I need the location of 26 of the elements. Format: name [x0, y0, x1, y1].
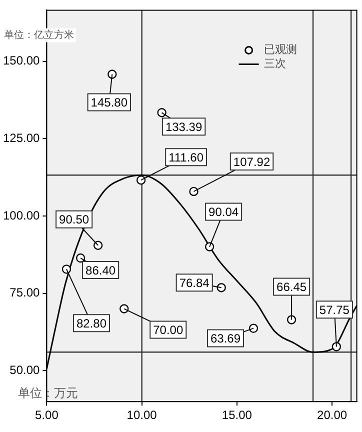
data-label: 145.80	[90, 96, 128, 110]
y-tick-label: 50.00	[10, 362, 40, 377]
data-label: 70.00	[153, 323, 184, 338]
data-label: 57.75	[319, 302, 350, 317]
data-label: 63.69	[210, 332, 241, 346]
data-label: 76.84	[179, 276, 210, 290]
y-tick-label: 150.00	[3, 54, 40, 68]
data-label: 133.39	[165, 120, 202, 134]
x-axis-title: 单位：万元	[18, 386, 78, 400]
data-label: 66.45	[276, 280, 307, 294]
legend-label: 三次	[264, 58, 286, 70]
data-label: 82.80	[76, 316, 107, 330]
x-tick-label: 15.00	[222, 408, 252, 422]
data-label: 86.40	[86, 263, 116, 278]
legend-label: 已观测	[264, 44, 297, 56]
y-tick-label: 125.00	[3, 130, 40, 145]
x-tick-label: 5.00	[35, 408, 59, 422]
data-label: 107.92	[233, 154, 270, 169]
data-label: 111.60	[168, 150, 204, 164]
y-axis-title: 单位：亿立方米	[4, 28, 74, 41]
x-tick-label: 20.00	[317, 408, 348, 422]
y-tick-label: 100.00	[3, 208, 40, 222]
data-label: 90.04	[208, 205, 239, 220]
y-tick-label: 75.00	[10, 286, 40, 300]
data-label: 90.50	[59, 212, 90, 227]
x-tick-label: 10.00	[126, 408, 158, 422]
